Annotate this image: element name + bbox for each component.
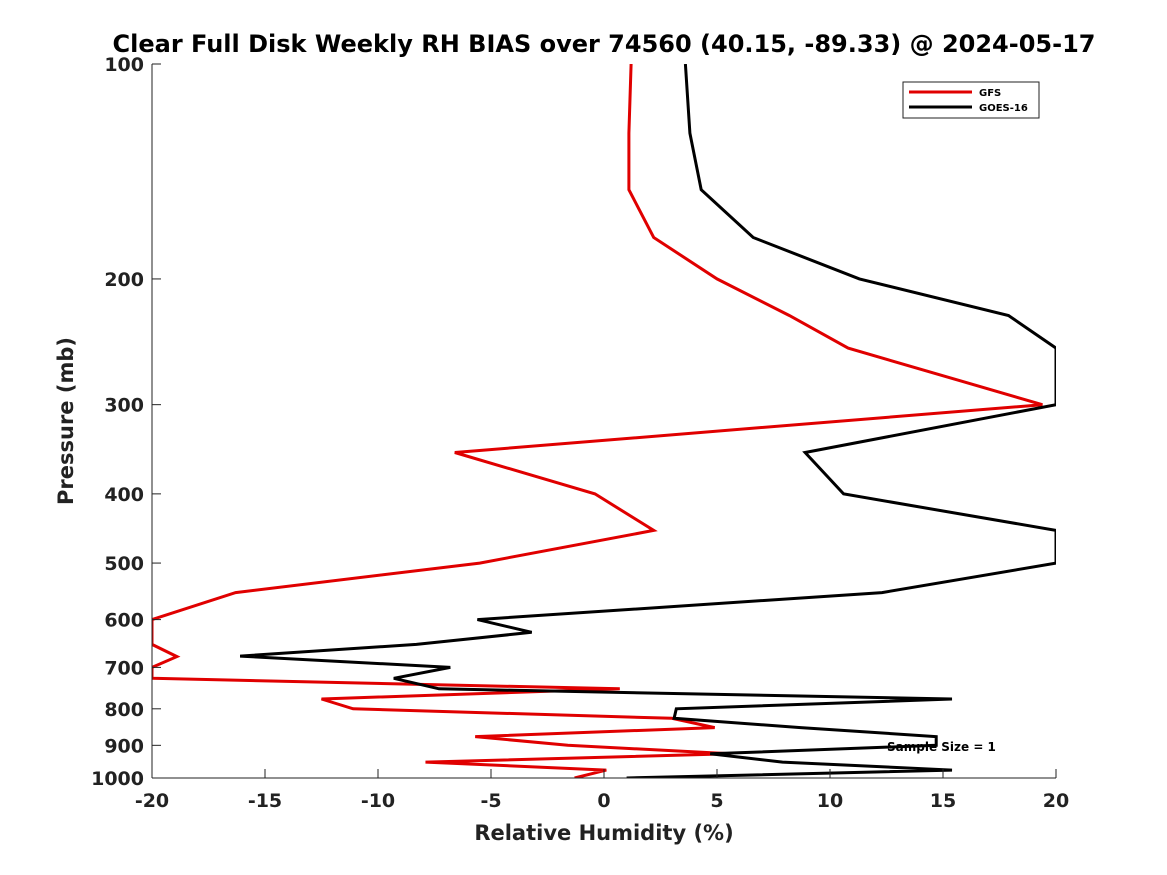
x-tick-label: 5 — [710, 790, 723, 812]
plot-area: -20 -15 -10 -5 0 5 10 15 20 100 200 300 400 500 600 70… — [91, 54, 1069, 812]
y-axis-label: Pressure (mb) — [54, 337, 78, 505]
y-tick-label: 300 — [104, 395, 144, 417]
chart-title: Clear Full Disk Weekly RH BIAS over 7456… — [113, 30, 1096, 58]
x-tick-label: 20 — [1043, 790, 1069, 812]
series-line-goes16 — [240, 64, 1056, 778]
x-tick-label: -15 — [248, 790, 282, 812]
plot-background — [152, 64, 1056, 778]
y-tick-label: 100 — [104, 54, 144, 76]
x-tick-label: 10 — [817, 790, 843, 812]
x-axis-ticks: -20 -15 -10 -5 0 5 10 15 20 — [135, 769, 1069, 812]
y-tick-label: 800 — [104, 699, 144, 721]
legend-label-gfs: GFS — [979, 88, 1001, 99]
series-layer — [152, 64, 1056, 778]
x-tick-label: -5 — [480, 790, 501, 812]
y-tick-label: 900 — [104, 735, 144, 757]
legend-box — [902, 81, 1040, 119]
legend-label-goes16: GOES-16 — [979, 103, 1028, 114]
y-tick-label: 500 — [104, 553, 144, 575]
y-tick-label: 600 — [104, 610, 144, 632]
x-tick-label: -10 — [361, 790, 395, 812]
x-axis-label: Relative Humidity (%) — [474, 821, 733, 845]
y-axis-ticks: 100 200 300 400 500 600 700 800 900 1000 — [91, 54, 161, 790]
y-tick-label: 700 — [104, 657, 144, 679]
y-tick-label: 400 — [104, 484, 144, 506]
x-tick-label: 15 — [930, 790, 956, 812]
series-line-gfs — [152, 64, 1043, 778]
y-tick-label: 200 — [104, 269, 144, 291]
x-tick-label: -20 — [135, 790, 169, 812]
sample-size-annotation: Sample Size = 1 — [887, 740, 996, 754]
legend: GFS GOES-16 — [902, 81, 1040, 119]
x-tick-label: 0 — [597, 790, 610, 812]
y-tick-label: 1000 — [91, 768, 144, 790]
